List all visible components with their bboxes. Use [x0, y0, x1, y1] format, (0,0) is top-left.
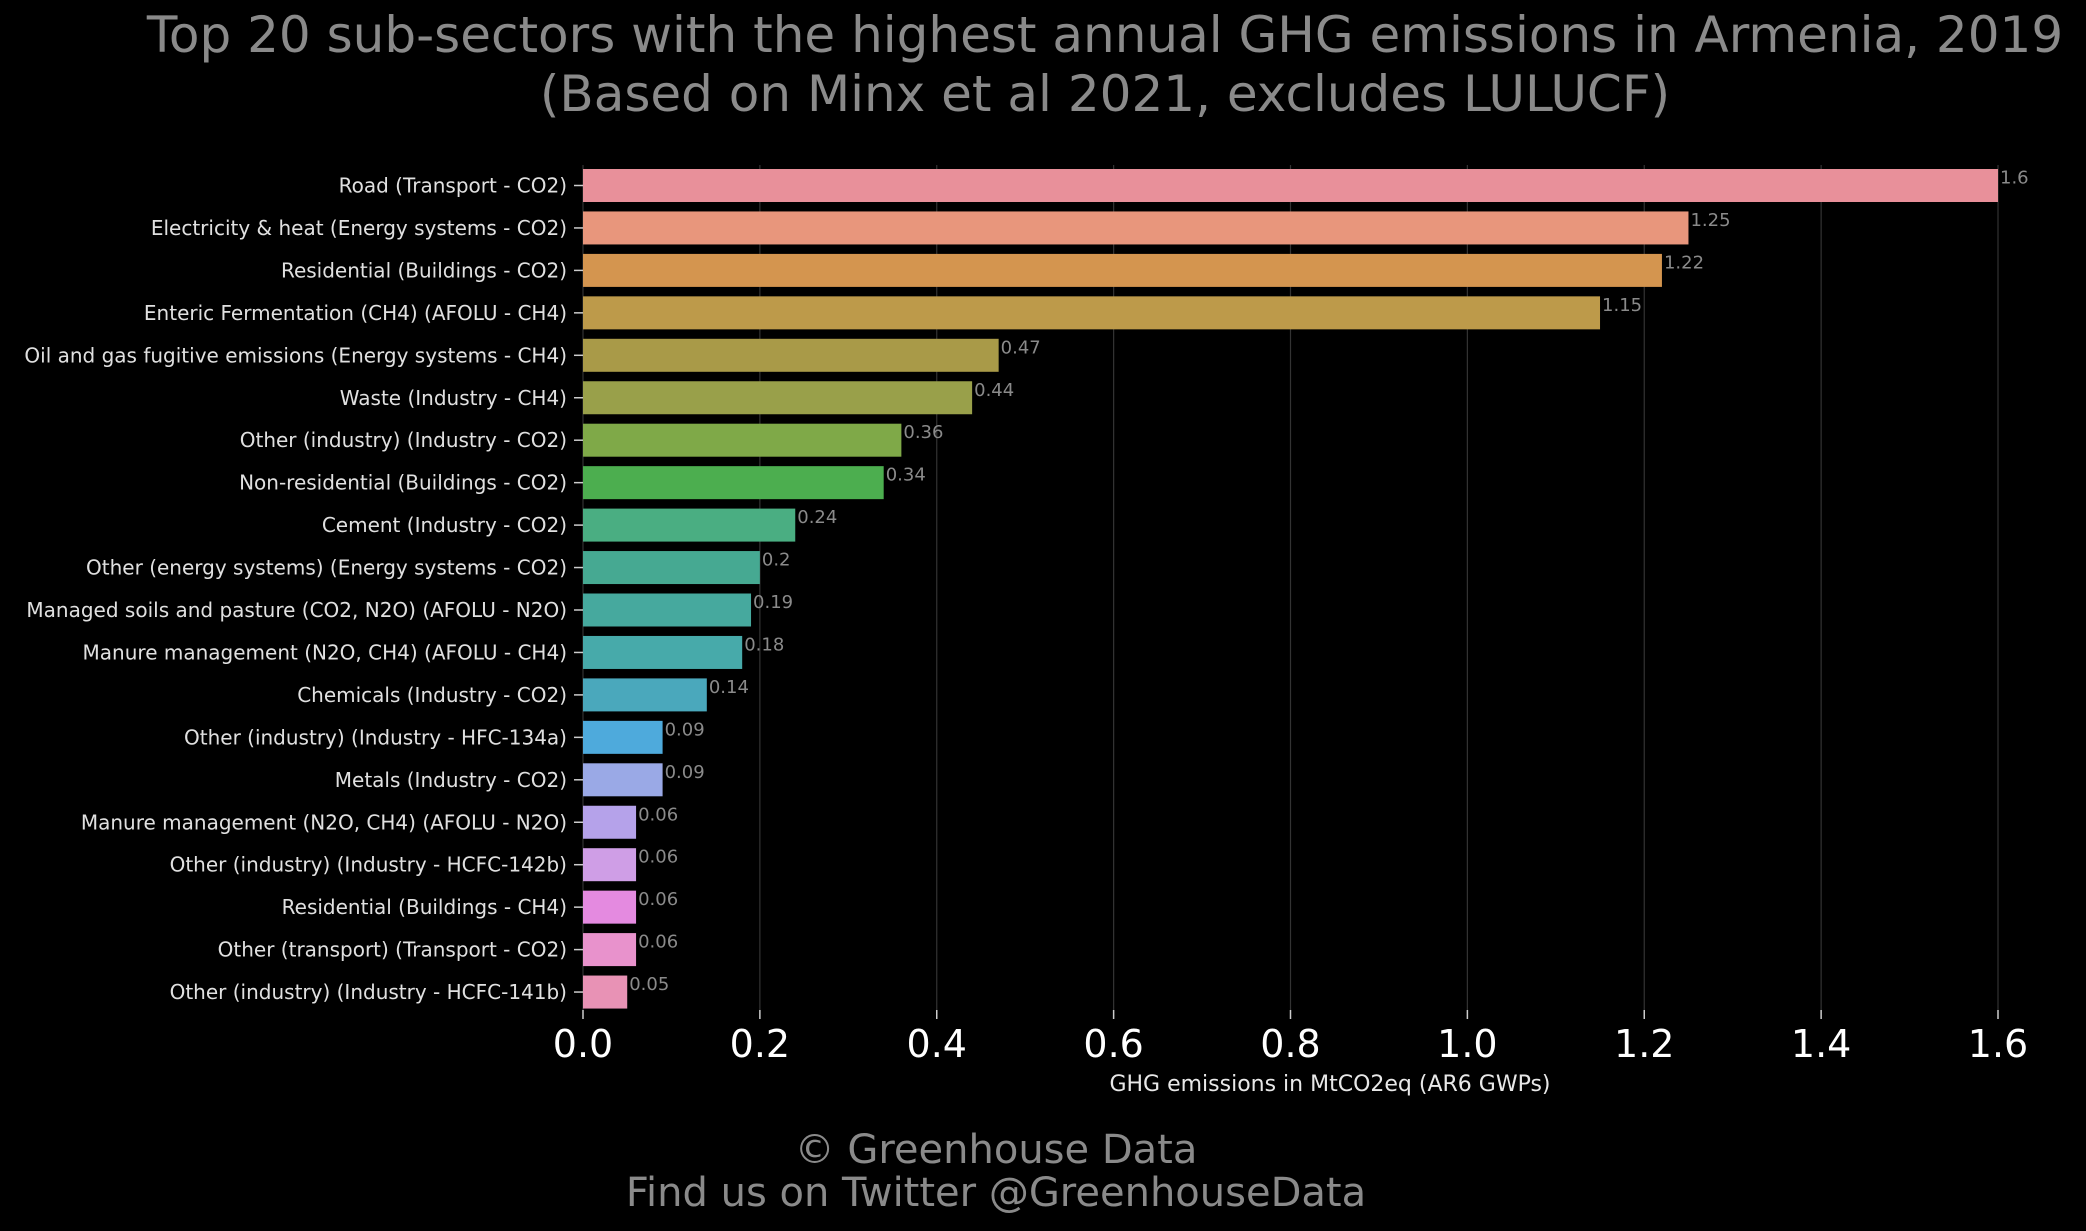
category-label: Oil and gas fugitive emissions (Energy s…: [24, 343, 567, 367]
value-label: 0.06: [638, 932, 678, 953]
bar: [583, 296, 1601, 330]
bar: [583, 423, 902, 457]
category-label: Managed soils and pasture (CO2, N2O) (AF…: [26, 598, 567, 622]
value-label: 0.06: [638, 847, 678, 868]
value-labels: 1.6 1.25 1.22 1.15 0.47 0.44 0.36 0.34 0.24 0.2 0.…: [629, 168, 2028, 996]
category-label: Other (transport) (Transport - CO2): [218, 938, 567, 962]
value-label: 0.14: [709, 677, 749, 698]
value-label: 0.34: [886, 465, 926, 486]
category-label: Residential (Buildings - CO2): [281, 258, 567, 282]
x-tick-label: 1.6: [1968, 1022, 2028, 1066]
category-label: Other (industry) (Industry - CO2): [240, 428, 567, 452]
value-label: 0.09: [665, 719, 705, 740]
category-label: Residential (Buildings - CH4): [282, 895, 567, 919]
bar: [583, 763, 663, 797]
x-tick-label: 0.4: [907, 1022, 967, 1066]
category-label: Non-residential (Buildings - CO2): [239, 471, 567, 495]
x-tick-label: 1.2: [1614, 1022, 1674, 1066]
category-label: Waste (Industry - CH4): [340, 386, 567, 410]
value-label: 1.6: [2000, 168, 2029, 189]
category-label: Chemicals (Industry - CO2): [297, 683, 567, 707]
x-axis-title: GHG emissions in MtCO2eq (AR6 GWPs): [1109, 1072, 1550, 1097]
chart-title-line-2: (Based on Minx et al 2021, excludes LULU…: [540, 65, 1670, 123]
footer-copyright: © Greenhouse Data: [795, 1127, 1198, 1173]
value-label: 1.22: [1664, 252, 1704, 273]
x-tick-label: 0.6: [1083, 1022, 1143, 1066]
value-label: 0.09: [665, 762, 705, 783]
bar: [583, 338, 999, 372]
footer-twitter: Find us on Twitter @GreenhouseData: [626, 1170, 1366, 1216]
grid-lines: [582, 165, 1999, 1010]
x-tick-label: 0.0: [553, 1022, 613, 1066]
bar: [583, 211, 1689, 245]
category-label: Enteric Fermentation (CH4) (AFOLU - CH4): [144, 301, 567, 325]
value-label: 0.44: [974, 380, 1014, 401]
value-label: 1.15: [1602, 295, 1642, 316]
category-label: Electricity & heat (Energy systems - CO2…: [151, 216, 567, 240]
category-label: Other (industry) (Industry - HCFC-142b): [170, 853, 567, 877]
value-label: 0.2: [762, 550, 791, 571]
category-label: Manure management (N2O, CH4) (AFOLU - CH…: [83, 640, 567, 664]
category-label: Other (industry) (Industry - HFC-134a): [184, 725, 567, 749]
bar: [583, 508, 796, 542]
value-label: 1.25: [1690, 210, 1730, 231]
x-axis-ticks: 0.0 0.2 0.4 0.6 0.8 1.0 1.2 1.4 1.6: [553, 1010, 2028, 1066]
bar: [583, 381, 973, 415]
category-label: Metals (Industry - CO2): [335, 768, 567, 792]
category-label: Other (energy systems) (Energy systems -…: [86, 556, 567, 580]
bar: [583, 253, 1662, 287]
bar: [583, 551, 760, 585]
bar: [583, 805, 637, 839]
bar: [583, 975, 628, 1009]
value-label: 0.19: [753, 592, 793, 613]
value-label: 0.24: [797, 507, 837, 528]
category-labels: Road (Transport - CO2) Electricity & heat…: [24, 174, 583, 1004]
chart-title-line-1: Top 20 sub-sectors with the highest annu…: [146, 6, 2063, 64]
bar: [583, 933, 637, 967]
category-label: Manure management (N2O, CH4) (AFOLU - N2…: [81, 810, 567, 834]
x-tick-label: 0.2: [730, 1022, 790, 1066]
x-tick-label: 1.0: [1437, 1022, 1497, 1066]
value-label: 0.18: [744, 634, 784, 655]
bar: [583, 890, 637, 924]
bar: [583, 635, 743, 669]
category-label: Other (industry) (Industry - HCFC-141b): [170, 980, 567, 1004]
bars: [583, 169, 1998, 1009]
bar: [583, 593, 752, 627]
value-label: 0.36: [903, 422, 943, 443]
value-label: 0.05: [629, 974, 669, 995]
x-tick-label: 0.8: [1260, 1022, 1320, 1066]
category-label: Cement (Industry - CO2): [322, 513, 567, 537]
bar: [583, 720, 663, 754]
bar: [583, 678, 707, 712]
value-label: 0.06: [638, 804, 678, 825]
bar: [583, 848, 637, 882]
bar: [583, 169, 1998, 202]
value-label: 0.47: [1001, 337, 1041, 358]
x-tick-label: 1.4: [1791, 1022, 1851, 1066]
value-label: 0.06: [638, 889, 678, 910]
bar: [583, 466, 884, 500]
category-label: Road (Transport - CO2): [339, 174, 567, 198]
